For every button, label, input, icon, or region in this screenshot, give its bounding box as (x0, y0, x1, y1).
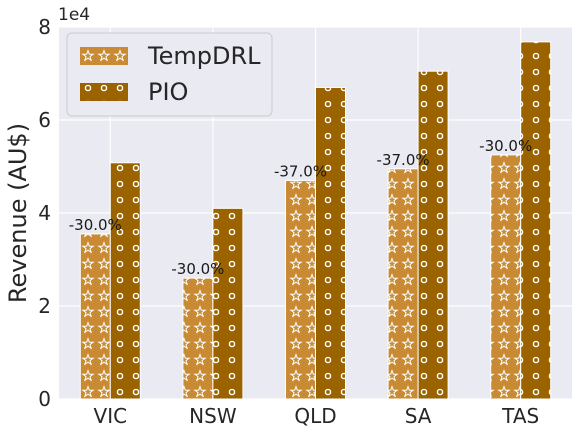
y-tick-label: 6 (38, 108, 51, 132)
x-tick-label: SA (405, 404, 432, 428)
y-offset-label: 1e4 (58, 5, 90, 25)
y-axis-label: Revenue (AU$) (4, 123, 32, 303)
legend-swatch-pio (80, 83, 128, 101)
legend-label-pio: PIO (148, 78, 188, 106)
bar-pio-nsw (212, 207, 244, 400)
bar-tempdrl-vic (79, 233, 111, 400)
bars-group (79, 41, 552, 400)
x-tick-label: NSW (189, 404, 237, 428)
data-label: -37.0% (274, 162, 327, 180)
data-labels-group: -30.0% -30.0% -37.0% -37.0% -30.0% (69, 137, 532, 278)
bar-tempdrl-nsw (182, 277, 214, 400)
bar-pio-sa (417, 70, 449, 400)
bar-pio-vic (109, 162, 141, 400)
bar-pio-qld (315, 86, 346, 400)
y-tick-label: 2 (38, 294, 51, 318)
legend-swatch-tempdrl (80, 47, 128, 65)
x-tick-label: TAS (501, 404, 539, 428)
data-label: -30.0% (171, 260, 224, 278)
legend-label-tempdrl: TempDRL (147, 42, 261, 70)
data-label: -37.0% (377, 151, 430, 169)
bar-tempdrl-qld (285, 179, 316, 400)
x-tick-label: VIC (94, 404, 128, 428)
y-tick-label: 0 (38, 387, 51, 411)
y-tick-label: 4 (38, 201, 51, 225)
data-label: -30.0% (69, 216, 122, 234)
x-tick-labels: VIC NSW QLD SA TAS (94, 404, 540, 428)
bar-tempdrl-sa (387, 168, 419, 400)
y-tick-label: 8 (38, 15, 51, 39)
data-label: -30.0% (479, 137, 532, 155)
bar-tempdrl-tas (490, 154, 522, 400)
y-tick-labels: 0 2 4 6 8 (38, 15, 51, 411)
x-tick-label: QLD (294, 404, 336, 428)
legend: TempDRL PIO (66, 32, 273, 117)
bar-pio-tas (520, 41, 552, 400)
